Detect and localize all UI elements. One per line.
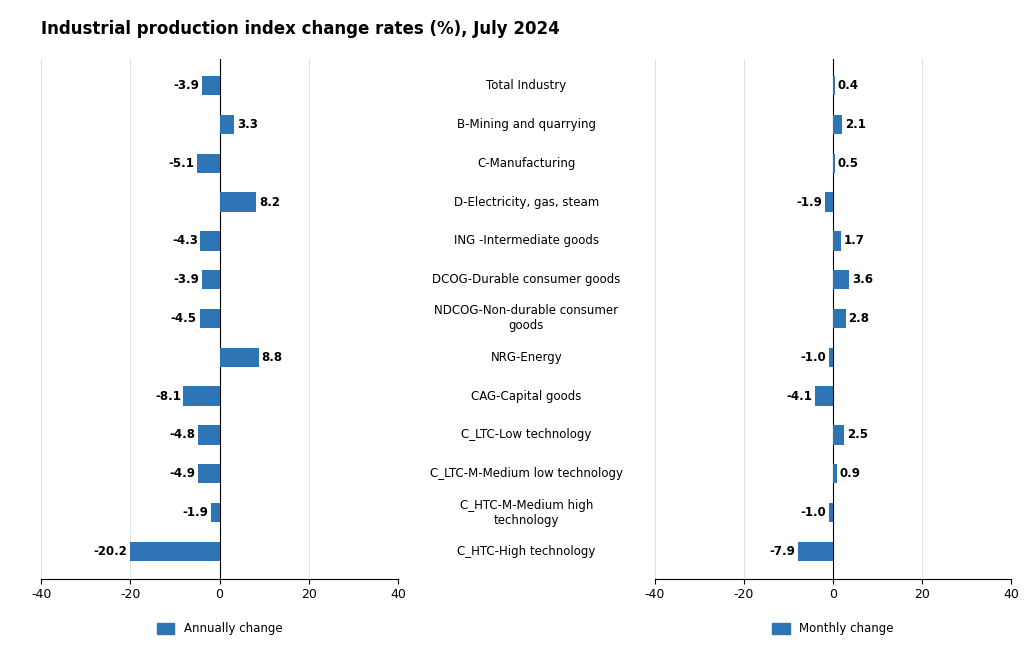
- Text: -3.9: -3.9: [173, 273, 199, 286]
- Text: 8.8: 8.8: [261, 351, 283, 364]
- Bar: [199, 309, 220, 328]
- Bar: [184, 386, 220, 406]
- Bar: [130, 541, 220, 561]
- Text: -4.8: -4.8: [169, 428, 195, 441]
- Text: C-Manufacturing: C-Manufacturing: [477, 157, 576, 170]
- Text: -5.1: -5.1: [168, 157, 194, 170]
- Bar: [814, 386, 833, 406]
- Bar: [833, 231, 841, 251]
- Text: C_LTC-M-Medium low technology: C_LTC-M-Medium low technology: [429, 467, 623, 480]
- Bar: [825, 192, 833, 212]
- Text: -20.2: -20.2: [93, 545, 127, 558]
- Legend: Annually change: Annually change: [152, 618, 287, 640]
- Bar: [833, 76, 835, 96]
- Text: NRG-Energy: NRG-Energy: [490, 351, 562, 364]
- Bar: [220, 348, 259, 367]
- Bar: [200, 231, 220, 251]
- Bar: [197, 153, 220, 173]
- Bar: [202, 270, 220, 289]
- Text: -7.9: -7.9: [769, 545, 795, 558]
- Bar: [829, 348, 833, 367]
- Text: 0.5: 0.5: [838, 157, 859, 170]
- Bar: [202, 76, 220, 96]
- Text: Industrial production index change rates (%), July 2024: Industrial production index change rates…: [41, 20, 560, 38]
- Text: 8.2: 8.2: [259, 196, 280, 209]
- Text: C_HTC-High technology: C_HTC-High technology: [457, 545, 595, 558]
- Text: -1.9: -1.9: [183, 506, 208, 519]
- Text: ING -Intermediate goods: ING -Intermediate goods: [454, 235, 599, 248]
- Text: Total Industry: Total Industry: [486, 79, 567, 92]
- Text: DCOG-Durable consumer goods: DCOG-Durable consumer goods: [432, 273, 620, 286]
- Bar: [798, 541, 833, 561]
- Text: D-Electricity, gas, steam: D-Electricity, gas, steam: [454, 196, 599, 209]
- Text: CAG-Capital goods: CAG-Capital goods: [472, 389, 581, 402]
- Text: NDCOG-Non-durable consumer
goods: NDCOG-Non-durable consumer goods: [434, 304, 618, 333]
- Text: -8.1: -8.1: [155, 389, 181, 402]
- Bar: [833, 425, 844, 445]
- Text: B-Mining and quarrying: B-Mining and quarrying: [457, 118, 595, 131]
- Text: 3.3: 3.3: [237, 118, 258, 131]
- Text: -3.9: -3.9: [173, 79, 199, 92]
- Bar: [198, 464, 220, 484]
- Text: -1.0: -1.0: [800, 351, 826, 364]
- Bar: [833, 115, 842, 134]
- Text: 2.1: 2.1: [845, 118, 866, 131]
- Text: 3.6: 3.6: [851, 273, 873, 286]
- Text: -1.9: -1.9: [796, 196, 821, 209]
- Text: -1.0: -1.0: [800, 506, 826, 519]
- Text: 2.8: 2.8: [848, 312, 869, 325]
- Text: 1.7: 1.7: [843, 235, 864, 248]
- Text: -4.9: -4.9: [169, 467, 195, 480]
- Bar: [829, 503, 833, 522]
- Text: 0.4: 0.4: [838, 79, 859, 92]
- Bar: [833, 153, 835, 173]
- Bar: [220, 192, 256, 212]
- Text: C_LTC-Low technology: C_LTC-Low technology: [461, 428, 591, 441]
- Text: -4.3: -4.3: [172, 235, 198, 248]
- Text: -4.1: -4.1: [786, 389, 812, 402]
- Text: 2.5: 2.5: [847, 428, 868, 441]
- Bar: [833, 464, 837, 484]
- Legend: Monthly change: Monthly change: [768, 618, 899, 640]
- Text: -4.5: -4.5: [171, 312, 197, 325]
- Bar: [833, 270, 849, 289]
- Bar: [833, 309, 845, 328]
- Bar: [220, 115, 234, 134]
- Text: C_HTC-M-Medium high
technology: C_HTC-M-Medium high technology: [459, 499, 593, 526]
- Text: 0.9: 0.9: [840, 467, 861, 480]
- Bar: [212, 503, 220, 522]
- Bar: [198, 425, 220, 445]
